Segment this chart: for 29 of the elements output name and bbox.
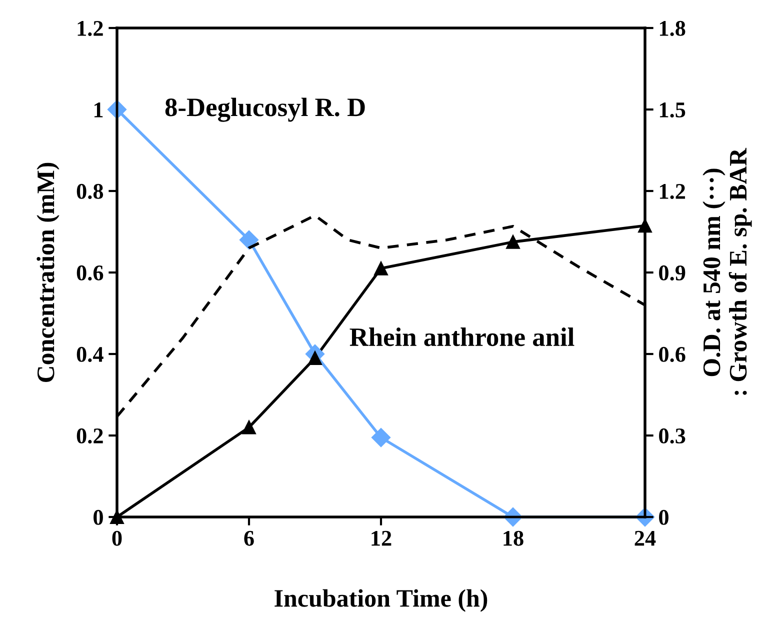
y-tick-label: 0 [94, 510, 103, 525]
y-axis-title: Concentration (mM) [36, 162, 60, 382]
point [506, 234, 520, 249]
y2-tick-label: 1.2 [660, 184, 686, 200]
point [371, 428, 391, 448]
x-tick-label: 18 [504, 530, 524, 546]
y-tick-label: 0.8 [76, 184, 104, 200]
y-tick-label: 0.4 [76, 346, 104, 362]
x-tick-label: 24 [634, 530, 656, 546]
x-tick-label: 0 [112, 530, 122, 546]
x-tick-label: 12 [372, 530, 392, 546]
y2-tick-label: 1.8 [660, 20, 686, 36]
point [239, 230, 259, 250]
y2-tick-label: 0 [659, 510, 668, 525]
series-label: 8-Deglucosyl R. D [165, 98, 365, 122]
y-tick-label: 1 [94, 102, 103, 118]
point [374, 261, 388, 276]
x-tick-label: 6 [244, 530, 254, 546]
y-tick-label: 1.2 [78, 20, 103, 36]
x-axis-title: Incubation Time (h) [274, 589, 488, 612]
y2-tick-label: 1.5 [660, 102, 686, 118]
y2-tick-label: 0.6 [659, 346, 686, 362]
y-tick-label: 0.6 [76, 265, 104, 281]
y-tick-label: 0.2 [76, 428, 103, 444]
series-label: Rhein anthrone anil [350, 328, 574, 346]
point [242, 420, 256, 434]
y2-tick-label: 0.9 [659, 265, 686, 281]
y2-axis-title: O.D. at 540 nm (···) : Growth of E. sp. BAR [702, 148, 752, 395]
y2-tick-label: 0.3 [659, 428, 686, 444]
